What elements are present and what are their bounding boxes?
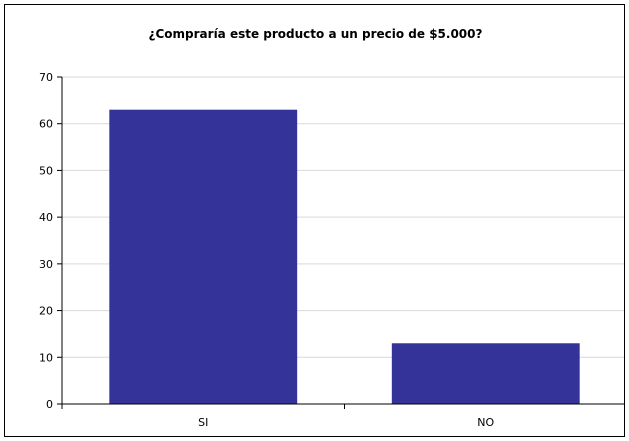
x-tick-label: NO xyxy=(477,416,494,429)
y-tick-label: 0 xyxy=(46,398,53,411)
bars xyxy=(109,109,580,404)
y-tick-label: 20 xyxy=(39,305,53,318)
y-tick-label: 40 xyxy=(39,211,53,224)
bar-chart: 0 10 20 30 40 50 60 70 SI NO xyxy=(39,71,624,429)
y-tick-label: 60 xyxy=(39,118,53,131)
axes xyxy=(57,76,624,409)
y-tick-label: 30 xyxy=(39,258,53,271)
y-tick-label: 50 xyxy=(39,164,53,177)
bar-si xyxy=(109,109,298,404)
x-tick-label: SI xyxy=(198,416,208,429)
y-tick-label: 70 xyxy=(39,71,53,84)
y-tick-labels: 0 10 20 30 40 50 60 70 xyxy=(39,71,53,411)
bar-no xyxy=(391,343,580,404)
chart-title: ¿Compraría este producto a un precio de … xyxy=(148,27,483,41)
y-tick-label: 10 xyxy=(39,351,53,364)
x-tick-labels: SI NO xyxy=(198,416,494,429)
chart-frame: ¿Compraría este producto a un precio de … xyxy=(4,4,625,437)
